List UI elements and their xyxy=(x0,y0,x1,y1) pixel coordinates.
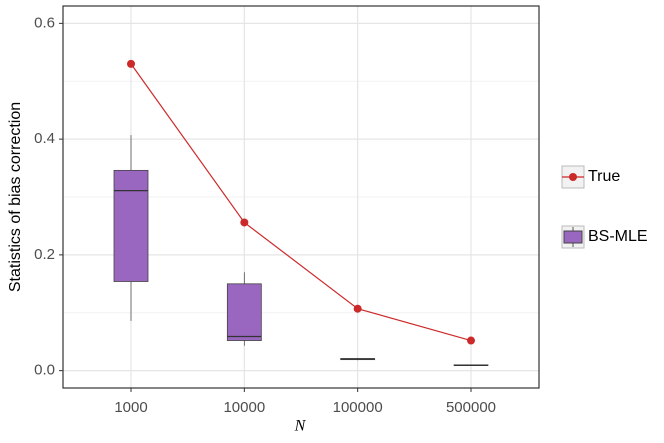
box xyxy=(113,169,149,282)
y-tick-label: 0.6 xyxy=(34,14,55,31)
y-tick-label: 0.0 xyxy=(34,362,55,379)
line xyxy=(130,63,472,342)
box xyxy=(226,283,262,341)
legend-point xyxy=(569,173,577,181)
x-tick-label: 500000 xyxy=(446,399,496,416)
legend-label: BS-MLE xyxy=(588,228,648,245)
x-tick-label: 10000 xyxy=(223,399,265,416)
y-tick-label: 0.2 xyxy=(34,246,55,263)
point xyxy=(127,59,135,68)
x-tick-label: 1000 xyxy=(114,399,147,416)
legend-box xyxy=(563,230,583,244)
x-tick-label: 100000 xyxy=(333,399,383,416)
legend-label: True xyxy=(588,168,620,185)
y-tick-label: 0.4 xyxy=(34,130,55,147)
y-axis-title: Statistics of bias correction xyxy=(7,102,24,292)
point xyxy=(240,218,249,227)
point xyxy=(353,304,362,313)
point xyxy=(467,336,475,345)
panel-border xyxy=(62,5,540,389)
x-axis-title: N xyxy=(294,418,307,435)
